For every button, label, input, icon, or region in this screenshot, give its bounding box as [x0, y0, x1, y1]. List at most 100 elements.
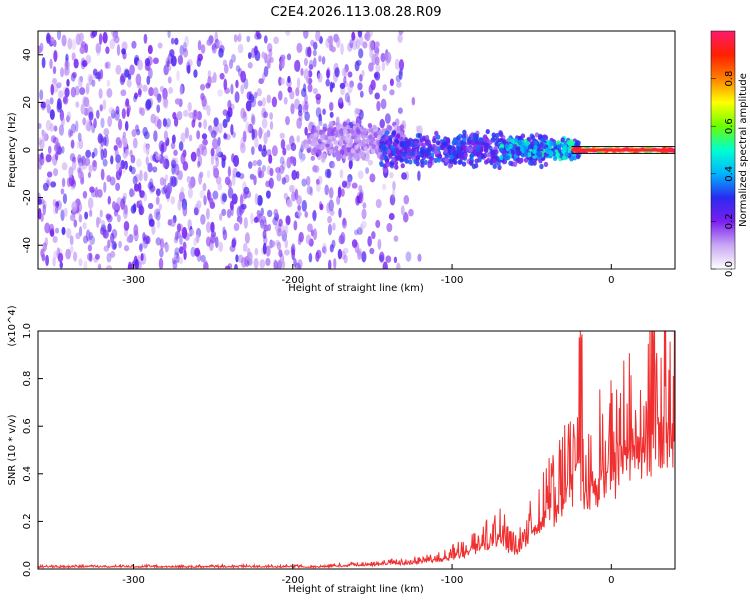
spectrogram-cell	[436, 153, 441, 159]
spectrogram-cell	[91, 79, 96, 87]
snr-x-tick-label: 0	[608, 575, 614, 586]
spectrogram-cell	[472, 132, 478, 138]
spectrogram-cell	[231, 53, 236, 63]
spectrogram-cell	[394, 58, 400, 70]
spectrogram-cell	[290, 103, 295, 115]
spectrogram-cell	[287, 75, 291, 84]
spectrogram-cell	[340, 43, 344, 56]
spectrogram-cell	[73, 58, 79, 69]
spectrogram-cell	[491, 132, 496, 138]
spectrogram-cell	[186, 176, 191, 183]
spectrogram-cell	[210, 233, 216, 244]
spectrogram-cell	[119, 75, 125, 86]
spectrogram-cell	[297, 237, 302, 246]
spectrogram-cell	[280, 56, 285, 69]
spectrogram-cell	[203, 195, 207, 206]
spectrogram-cell	[555, 152, 560, 158]
colorbar-tick-label: 0.0	[724, 261, 735, 277]
spectrogram-cell	[498, 130, 503, 136]
spectrogram-cell	[49, 123, 55, 132]
spectrogram-cell	[257, 100, 263, 107]
spectrogram-cell	[183, 249, 187, 261]
spectrogram-cell	[80, 103, 86, 115]
spectrogram-cell	[332, 222, 336, 231]
spectrogram-cell	[261, 165, 266, 173]
spectrogram-cell	[116, 214, 121, 223]
spectrogram-cell	[330, 46, 336, 53]
spectrogram-cell	[242, 130, 247, 143]
spectrogram-cell	[556, 144, 562, 150]
spectrogram-cell	[351, 182, 358, 189]
spectrogram-cell	[239, 142, 246, 154]
spectrogram-cell	[337, 248, 343, 260]
spectrogram-cell	[84, 43, 89, 54]
spectrogram-cell	[341, 67, 347, 77]
snr-y-tick-label: 0.6	[22, 418, 33, 434]
spectrogram-cell	[263, 35, 268, 44]
spectrogram-cell	[100, 224, 107, 232]
spectrogram-cell	[42, 200, 47, 210]
spectrogram-cell	[49, 97, 54, 105]
spectrogram-cell	[405, 154, 410, 160]
spectrogram-cell	[173, 116, 179, 127]
spectrogram-cell	[354, 153, 360, 159]
spectrogram-x-tick-label: 0	[608, 275, 614, 286]
spectrogram-cell	[230, 83, 234, 95]
spectrogram-cell	[169, 218, 176, 227]
spectrogram-cell	[193, 207, 199, 216]
spectrogram-cell	[295, 87, 300, 97]
spectrogram-cell	[309, 133, 315, 139]
spectrogram-cell	[75, 101, 80, 108]
spectrogram-cell	[361, 69, 365, 77]
spectrogram-cell	[89, 209, 93, 217]
spectrogram-cell	[334, 131, 339, 138]
spectrogram-cell	[94, 253, 100, 260]
spectrogram-cell	[256, 195, 263, 206]
spectrogram-cell	[323, 245, 327, 255]
spectrogram-cell	[263, 111, 269, 119]
spectrogram-cell	[304, 210, 309, 218]
spectrogram-cell	[58, 124, 65, 136]
spectrogram-cell	[362, 127, 368, 133]
spectrogram-cell	[155, 153, 161, 161]
spectrogram-cell	[89, 235, 96, 246]
spectrogram-cell	[89, 186, 95, 193]
spectrogram-cell	[246, 35, 251, 43]
spectrogram-cell	[324, 168, 331, 178]
spectrogram-cell	[367, 159, 374, 166]
spectrogram-cell	[396, 262, 401, 269]
spectrogram-cell	[343, 129, 348, 135]
spectrogram-cell	[235, 171, 241, 178]
spectrogram-cell	[206, 39, 213, 46]
spectrogram-cell	[85, 54, 92, 64]
spectrogram-cell	[261, 148, 268, 158]
spectrogram-cell	[173, 236, 179, 244]
spectrogram-cell	[393, 142, 398, 148]
spectrogram-cell	[87, 244, 93, 252]
spectrogram-cell	[122, 137, 128, 148]
spectrogram-cell	[116, 44, 121, 56]
spectrogram-cell	[350, 148, 355, 154]
spectrogram-cell	[157, 42, 163, 49]
spectrogram-cell	[329, 101, 334, 111]
spectrogram-cell	[322, 242, 327, 254]
spectrogram-x-axis-label: Height of straight line (km)	[288, 283, 424, 294]
spectrogram-cell	[272, 259, 278, 269]
spectrogram-cell	[120, 159, 126, 170]
spectrogram-cell	[40, 101, 47, 109]
spectrogram-cell	[179, 85, 184, 96]
spectrogram-cell	[395, 74, 401, 83]
spectrogram-cell	[197, 40, 202, 51]
spectrogram-cell	[242, 112, 248, 123]
snr-y-axis-label: SNR (10 * v/v)	[7, 414, 18, 485]
spectrogram-cell	[103, 229, 109, 239]
spectrogram-cell	[110, 155, 114, 165]
spectrogram-cell	[508, 143, 513, 150]
spectrogram-cell	[85, 82, 90, 94]
spectrogram-cell	[542, 134, 547, 140]
spectrogram-cell	[311, 138, 316, 144]
spectrogram-cell	[447, 144, 452, 150]
spectrogram-cell	[263, 132, 268, 145]
spectrogram-cell	[180, 186, 185, 194]
